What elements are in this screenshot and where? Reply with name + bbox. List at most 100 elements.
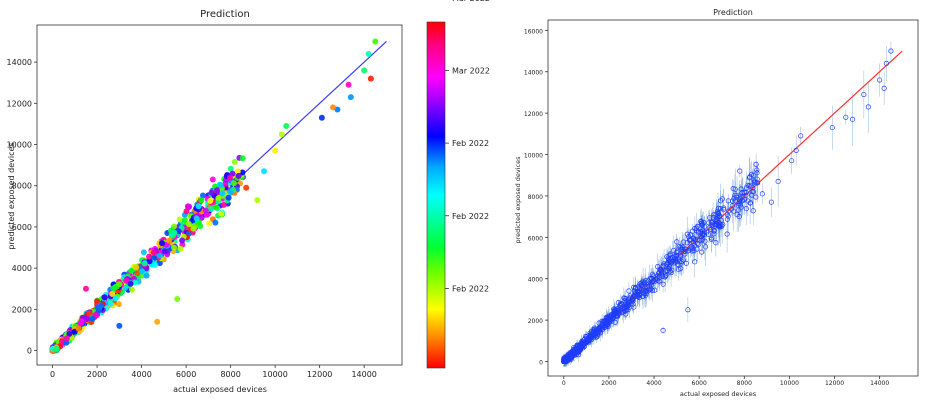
data-point	[743, 206, 749, 212]
data-point	[673, 259, 679, 265]
data-point	[318, 114, 325, 121]
data-point	[179, 237, 186, 244]
data-point	[649, 287, 655, 294]
data-point	[715, 205, 721, 211]
y-tick-label: 8000	[528, 194, 543, 201]
data-point	[682, 251, 688, 257]
data-point	[225, 194, 232, 201]
data-point	[684, 231, 690, 237]
data-point	[572, 346, 578, 352]
data-point	[665, 255, 671, 261]
data-point	[626, 301, 632, 307]
x-tick-label: 2000	[601, 380, 616, 387]
data-point	[698, 218, 704, 224]
data-point	[707, 215, 713, 221]
data-point	[775, 178, 781, 184]
data-point	[829, 125, 835, 131]
left-y-axis-ticks: 0 2000 4000 6000 8000 10000 12000 14000	[7, 58, 37, 356]
data-point	[127, 280, 134, 287]
data-point	[702, 244, 709, 250]
data-point	[738, 204, 744, 210]
data-point	[634, 289, 640, 295]
data-point	[640, 278, 646, 284]
data-point	[768, 199, 774, 205]
data-point	[694, 246, 700, 252]
data-point	[611, 312, 617, 318]
data-point	[193, 215, 200, 222]
data-point	[101, 294, 108, 301]
data-point	[215, 195, 222, 202]
x-tick-label: 0	[562, 380, 566, 387]
left-x-axis-label: actual exposed devices	[173, 385, 267, 394]
data-point	[199, 192, 206, 199]
y-tick-label: 12000	[7, 99, 32, 108]
data-point	[163, 241, 170, 248]
data-point	[754, 176, 760, 182]
data-point	[612, 319, 618, 325]
y-tick-label: 12000	[524, 111, 543, 118]
data-point	[676, 244, 682, 250]
data-point	[146, 258, 153, 265]
data-point	[643, 288, 650, 294]
data-point	[234, 168, 241, 175]
data-point	[881, 85, 887, 91]
right-x-axis-label: actual exposed devices	[680, 390, 757, 398]
left-x-axis-ticks: 0 2000 4000 6000 8000 10000 12000 14000	[50, 365, 377, 379]
data-point	[692, 259, 698, 265]
data-point	[630, 301, 636, 307]
data-point	[657, 274, 663, 280]
data-point	[89, 315, 96, 322]
data-point	[590, 334, 596, 340]
data-point	[701, 219, 707, 225]
data-point	[123, 277, 130, 284]
data-point	[109, 290, 116, 297]
data-point	[678, 260, 684, 266]
data-point	[736, 199, 742, 205]
data-point	[185, 220, 192, 227]
data-point	[133, 264, 140, 271]
y-tick-label: 16000	[524, 28, 543, 35]
data-point	[572, 349, 578, 355]
data-point	[181, 217, 188, 224]
right-chart-title: Prediction	[713, 8, 753, 17]
data-point	[604, 318, 610, 324]
data-point	[330, 104, 337, 111]
data-point	[86, 310, 93, 317]
data-point	[212, 219, 219, 226]
data-point	[186, 203, 193, 210]
data-point	[746, 175, 753, 181]
y-tick-label: 2000	[528, 318, 543, 325]
data-point	[219, 190, 226, 197]
x-tick-label: 8000	[220, 370, 240, 379]
data-point	[724, 231, 730, 237]
data-point	[334, 106, 341, 113]
data-point	[568, 351, 574, 357]
data-point	[112, 295, 119, 302]
y-tick-label: 8000	[12, 182, 32, 191]
x-tick-label: 4000	[131, 370, 151, 379]
data-point	[175, 228, 182, 235]
data-point	[365, 50, 372, 57]
data-point	[82, 285, 89, 292]
data-point	[730, 186, 736, 192]
data-point	[687, 232, 694, 238]
data-point	[213, 187, 220, 194]
data-point	[689, 248, 695, 254]
data-point	[568, 354, 574, 360]
data-point	[174, 296, 181, 303]
data-point	[877, 77, 883, 83]
data-point	[750, 208, 756, 214]
data-point	[789, 158, 795, 164]
data-point	[697, 234, 703, 240]
data-point	[202, 207, 209, 214]
data-point	[150, 249, 157, 256]
data-point	[115, 301, 122, 308]
data-point	[751, 177, 757, 183]
y-tick-label: 0	[27, 347, 32, 356]
data-point	[736, 207, 742, 213]
y-tick-label: 10000	[524, 153, 543, 160]
data-point	[671, 247, 677, 253]
data-point	[754, 167, 760, 173]
data-point	[731, 195, 737, 201]
